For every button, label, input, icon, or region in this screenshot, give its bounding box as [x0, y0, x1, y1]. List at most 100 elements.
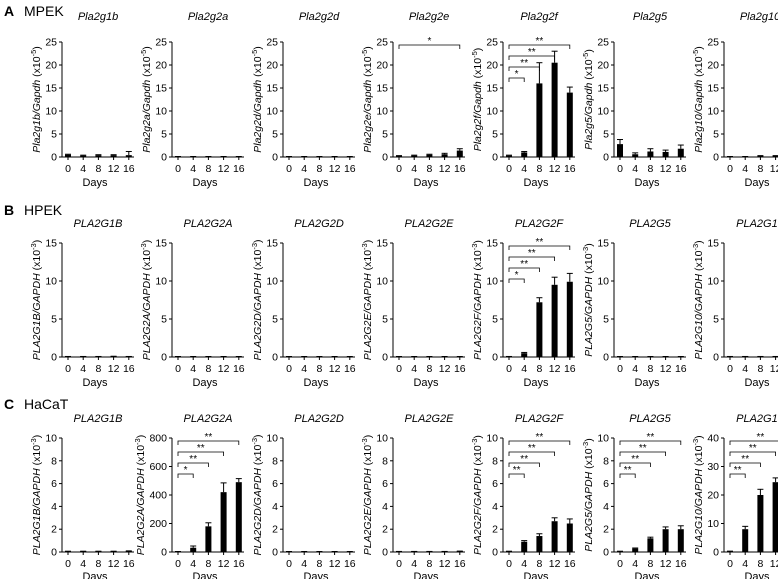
panel-B-3-xtick-label: 16: [344, 363, 356, 375]
panel-C-5-xtick-label: 0: [506, 558, 512, 570]
panel-C-6-sig-bracket: [619, 451, 666, 456]
panel-B-1-ytick-label: 15: [45, 238, 57, 250]
panel-A-2-bar-0: [175, 156, 181, 157]
panel-A-1-xtick-label: 16: [123, 163, 135, 175]
panel-B-7-xtick-label: 8: [757, 363, 763, 375]
panel-C-3-ylabel: PLA2G2D/GAPDH (x10-3): [250, 434, 264, 555]
panel-B-2-xtick-label: 12: [218, 363, 230, 375]
panel-B-4-xtick-label: 16: [454, 363, 466, 375]
panel-A-3-bar-12: [331, 156, 338, 157]
panel-C-7-sig-label: **: [749, 443, 757, 454]
panel-A-6-ytick-label: 20: [597, 60, 609, 72]
panel-A-7-bar-12: [772, 156, 778, 157]
panel-B-4-bar-0: [396, 356, 402, 357]
panel-C-2-sig-bracket: [177, 462, 209, 467]
panel-B-5-xtick-label: 4: [521, 363, 527, 375]
panel-A-7-xlabel: Days: [744, 177, 770, 189]
panel-C-2-xtick-label: 0: [175, 558, 181, 570]
panel-C-1-xtick-label: 8: [95, 558, 101, 570]
panel-C-4-ylabel: PLA2G2E/GAPDH (x10-3): [360, 435, 374, 555]
panel-C-1-xtick-label: 12: [108, 558, 120, 570]
panel-C-7-ytick-label: 40: [707, 433, 719, 445]
panel-A-2-xlabel: Days: [192, 177, 218, 189]
panel-B-3-ytick-label: 15: [266, 238, 278, 250]
panel-B-1-ytick-label: 0: [51, 352, 57, 364]
panel-C-7-sig-bracket: [729, 451, 776, 456]
panel-C-2-xtick-label: 8: [205, 558, 211, 570]
panel-C-7-sig-bracket: [729, 462, 761, 467]
panel-B-3-bar-8: [316, 356, 323, 357]
panel-A-4-bar-4: [411, 155, 418, 157]
panel-C-7-bar-8: [757, 495, 764, 552]
panel-C-5-sig-label: **: [513, 465, 521, 476]
panel-C-3-xtick-label: 12: [329, 558, 341, 570]
panel-C-6-ytick-label: 2: [603, 524, 609, 536]
panel-C-7-title: PLA2G10: [736, 413, 778, 425]
panel-A-4-ytick-label: 25: [376, 37, 388, 49]
panel-A-2-xtick-label: 8: [205, 163, 211, 175]
panel-C-6-bar-4: [632, 548, 639, 552]
panel-B-5-sig-bracket: [508, 256, 555, 261]
panel-A-6-title: Pla2g5: [633, 11, 668, 23]
panel-C-7-sig-bracket: [729, 440, 778, 445]
panel-C-2-ytick-label: 600: [149, 461, 167, 473]
panel-B-5-ytick-label: 5: [492, 314, 498, 326]
panel-B-2-xtick-label: 16: [233, 363, 245, 375]
panel-C-5-sig-bracket: [508, 451, 555, 456]
panel-C-4-title: PLA2G2E: [405, 413, 455, 425]
panel-C-1-ytick-label: 2: [51, 524, 57, 536]
panel-C-4-ytick-label: 10: [376, 433, 388, 445]
panel-A-2-bar-12: [220, 156, 227, 157]
panel-B-2-ytick-label: 10: [155, 276, 167, 288]
panel-B-5-sig-label: **: [536, 237, 544, 248]
panel-A-3-xtick-label: 4: [301, 163, 307, 175]
panel-B-4-xlabel: Days: [413, 377, 439, 389]
panel-A-1-xtick-label: 4: [80, 163, 86, 175]
panel-A-3-ylabel: Pla2g2d/Gapdh (x10-5): [250, 46, 264, 153]
panel-B-1-ytick-label: 5: [51, 314, 57, 326]
panel-A-5-sig-label: **: [520, 58, 528, 69]
panel-C-6-ytick-label: 10: [597, 433, 609, 445]
panel-C-2-bar-0: [175, 551, 181, 552]
panel-A-6-xlabel: Days: [634, 177, 660, 189]
panel-C-7-sig-label: **: [741, 454, 749, 465]
panel-B-6-bar-16: [677, 356, 684, 357]
panel-A-3-bar-8: [316, 156, 323, 157]
panel-A-3-xtick-label: 0: [286, 163, 292, 175]
panel-A-3-xlabel: Days: [303, 177, 329, 189]
panel-A-6-bar-4: [632, 154, 639, 157]
panel-B-5-sig-bracket: [508, 267, 540, 272]
panel-B-6-xtick-label: 12: [660, 363, 672, 375]
panel-B-1-title: PLA2G1B: [74, 218, 123, 230]
panel-A-1-ylabel: Pla2g1b/Gapdh (x10-5): [29, 46, 43, 153]
panel-C-6-sig-label: **: [624, 465, 632, 476]
panel-C-3-ytick-label: 4: [272, 501, 278, 513]
panel-C-6-xlabel: Days: [634, 571, 660, 579]
panel-A-5-sig-label: **: [536, 36, 544, 47]
panel-C-2-xlabel: Days: [192, 571, 218, 579]
panel-B-1-xlabel: Days: [82, 377, 108, 389]
panel-B-3-bar-4: [301, 356, 308, 357]
panel-A-4-ytick-label: 15: [376, 83, 388, 95]
panel-B-1-xtick-label: 8: [95, 363, 101, 375]
panel-A-4-xtick-label: 8: [426, 163, 432, 175]
panel-A-5-sig-label: *: [515, 69, 519, 80]
panel-A-4-xtick-label: 12: [439, 163, 451, 175]
panel-A-4-bar-16: [456, 150, 463, 157]
panel-A-4-xtick-label: 4: [411, 163, 417, 175]
panel-B-6-ytick-label: 10: [597, 276, 609, 288]
panel-B-2-bar-12: [220, 356, 227, 357]
panel-B-2-title: PLA2G2A: [184, 218, 233, 230]
panel-C-7-xtick-label: 8: [757, 558, 763, 570]
panel-A-6-xtick-label: 16: [675, 163, 687, 175]
panel-B-7-xtick-label: 12: [770, 363, 778, 375]
panel-B-2-ytick-label: 5: [161, 314, 167, 326]
panel-C-4-xtick-label: 4: [411, 558, 417, 570]
row-label-C: C: [4, 396, 14, 412]
panel-C-3-xtick-label: 4: [301, 558, 307, 570]
panel-B-3-xtick-label: 4: [301, 363, 307, 375]
panel-A-3-ytick-label: 15: [266, 83, 278, 95]
panel-C-2-sig-label: **: [205, 432, 213, 443]
panel-C-2-sig-bracket: [177, 451, 224, 456]
